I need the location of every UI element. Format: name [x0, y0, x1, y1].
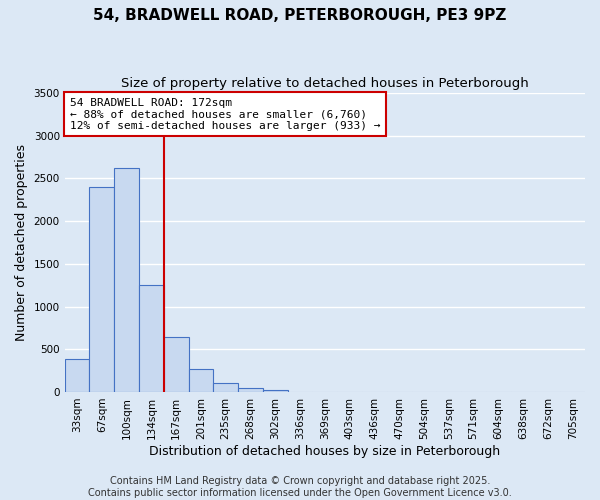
Bar — [65, 358, 89, 392]
Title: Size of property relative to detached houses in Peterborough: Size of property relative to detached ho… — [121, 78, 529, 90]
Bar — [214, 384, 238, 392]
Bar — [238, 388, 263, 392]
Text: 54 BRADWELL ROAD: 172sqm
← 88% of detached houses are smaller (6,760)
12% of sem: 54 BRADWELL ROAD: 172sqm ← 88% of detach… — [70, 98, 380, 130]
Text: 54, BRADWELL ROAD, PETERBOROUGH, PE3 9PZ: 54, BRADWELL ROAD, PETERBOROUGH, PE3 9PZ — [94, 8, 506, 22]
Bar — [89, 187, 114, 392]
X-axis label: Distribution of detached houses by size in Peterborough: Distribution of detached houses by size … — [149, 444, 500, 458]
Bar — [188, 369, 214, 392]
Bar — [263, 390, 287, 392]
Text: Contains HM Land Registry data © Crown copyright and database right 2025.
Contai: Contains HM Land Registry data © Crown c… — [88, 476, 512, 498]
Bar — [114, 168, 139, 392]
Bar — [139, 285, 164, 392]
Y-axis label: Number of detached properties: Number of detached properties — [15, 144, 28, 341]
Bar — [164, 338, 188, 392]
